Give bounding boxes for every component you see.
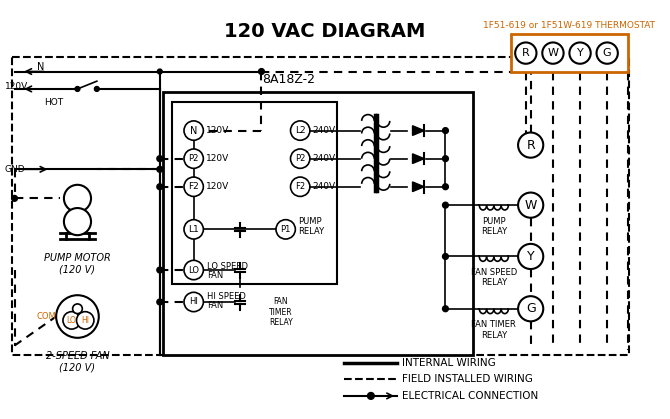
Text: P2: P2 [295,154,306,163]
Circle shape [259,69,265,75]
Text: 120V: 120V [206,154,230,163]
Text: ELECTRICAL CONNECTION: ELECTRICAL CONNECTION [402,391,538,401]
Circle shape [72,304,82,313]
Text: LO: LO [67,316,76,325]
Text: 2-SPEED FAN
(120 V): 2-SPEED FAN (120 V) [46,352,109,373]
Circle shape [443,306,448,312]
Text: FAN: FAN [207,301,224,310]
Circle shape [443,253,448,259]
Text: FAN SPEED
RELAY: FAN SPEED RELAY [471,268,517,287]
Circle shape [291,177,310,197]
Circle shape [56,295,98,338]
Bar [172,101,337,284]
Text: HI: HI [189,297,198,306]
Circle shape [570,42,591,64]
Circle shape [157,156,163,162]
Circle shape [184,220,204,239]
Circle shape [157,267,163,273]
Text: FIELD INSTALLED WIRING: FIELD INSTALLED WIRING [402,375,533,385]
Bar [11,57,629,355]
Text: G: G [526,302,535,315]
Circle shape [443,202,448,208]
Circle shape [542,42,563,64]
Text: R: R [522,48,530,58]
Circle shape [596,42,618,64]
Circle shape [276,220,295,239]
Circle shape [518,244,543,269]
Text: 240V: 240V [313,182,336,191]
Text: Y: Y [577,48,584,58]
Bar [163,92,472,355]
Text: F2: F2 [188,182,199,191]
Circle shape [291,149,310,168]
Text: HI: HI [81,316,89,325]
Circle shape [157,166,163,172]
Text: 1F51-619 or 1F51W-619 THERMOSTAT: 1F51-619 or 1F51W-619 THERMOSTAT [484,21,655,30]
Circle shape [94,86,99,91]
Polygon shape [413,154,424,163]
Text: HI SPEED: HI SPEED [207,292,246,301]
Polygon shape [413,126,424,135]
Circle shape [157,69,162,74]
Text: GND: GND [5,165,25,174]
Text: P1: P1 [281,225,291,234]
Circle shape [518,193,543,218]
Circle shape [184,121,204,140]
Text: 120V: 120V [5,82,28,91]
Circle shape [184,177,204,197]
Circle shape [157,299,163,305]
Circle shape [64,208,91,235]
Circle shape [11,195,17,201]
Circle shape [518,132,543,158]
Text: PUMP MOTOR
(120 V): PUMP MOTOR (120 V) [44,253,111,274]
Text: 240V: 240V [313,126,336,135]
Circle shape [64,185,91,212]
Text: F2: F2 [295,182,306,191]
Text: 120V: 120V [206,182,230,191]
Text: HOT: HOT [44,98,63,107]
Circle shape [443,156,448,162]
Text: L1: L1 [188,225,199,234]
Text: FAN TIMER
RELAY: FAN TIMER RELAY [472,321,517,340]
Circle shape [368,393,375,399]
Text: COM: COM [36,312,56,321]
Circle shape [291,121,310,140]
Text: FAN: FAN [207,272,224,280]
Text: FAN
TIMER
RELAY: FAN TIMER RELAY [269,297,293,327]
Text: PUMP
RELAY: PUMP RELAY [481,217,507,236]
Text: N: N [37,62,44,72]
Polygon shape [413,182,424,191]
Text: 120V: 120V [206,126,230,135]
Circle shape [443,128,448,134]
Text: 8A18Z-2: 8A18Z-2 [262,73,315,86]
Text: RELAY: RELAY [298,227,324,236]
Text: INTERNAL WIRING: INTERNAL WIRING [402,358,496,368]
Text: 120 VAC DIAGRAM: 120 VAC DIAGRAM [224,22,425,41]
Text: 240V: 240V [313,154,336,163]
Text: Y: Y [527,250,535,263]
Text: W: W [547,48,559,58]
Bar [511,34,628,72]
Text: G: G [603,48,612,58]
Text: R: R [527,139,535,152]
Text: PUMP: PUMP [298,217,322,226]
Circle shape [157,184,163,190]
Text: N: N [190,126,198,136]
Text: L2: L2 [295,126,306,135]
Circle shape [184,292,204,312]
Circle shape [75,86,80,91]
Text: LO: LO [188,266,199,274]
Circle shape [515,42,537,64]
Circle shape [76,312,94,329]
Text: P2: P2 [188,154,199,163]
Circle shape [184,260,204,280]
Text: LO SPEED: LO SPEED [207,261,248,271]
Text: W: W [525,199,537,212]
Circle shape [184,149,204,168]
Circle shape [443,184,448,190]
Circle shape [63,312,80,329]
Circle shape [518,296,543,321]
